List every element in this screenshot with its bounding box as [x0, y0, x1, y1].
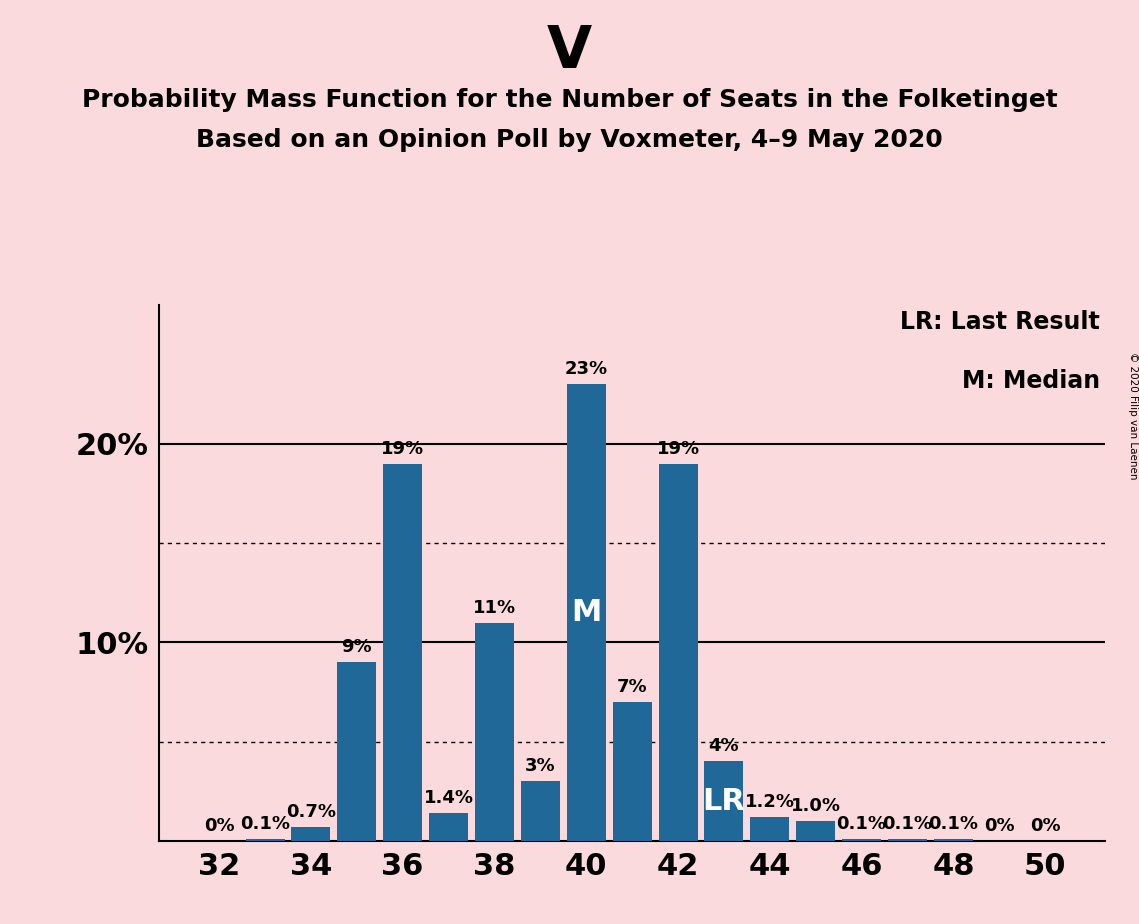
Text: 0%: 0% [984, 817, 1015, 835]
Text: M: Median: M: Median [962, 370, 1100, 394]
Text: 1.2%: 1.2% [745, 793, 795, 811]
Bar [246, 839, 285, 841]
Bar [292, 827, 330, 841]
Text: 23%: 23% [565, 360, 608, 378]
Text: Probability Mass Function for the Number of Seats in the Folketinget: Probability Mass Function for the Number… [82, 88, 1057, 112]
Text: V: V [547, 23, 592, 80]
Bar [567, 384, 606, 841]
Text: 19%: 19% [656, 440, 699, 457]
Text: 0.1%: 0.1% [240, 815, 290, 833]
Text: M: M [571, 598, 601, 627]
Bar [337, 663, 376, 841]
Bar [658, 464, 697, 841]
Text: 9%: 9% [342, 638, 372, 656]
Text: 0.1%: 0.1% [928, 815, 978, 833]
Text: © 2020 Filip van Laenen: © 2020 Filip van Laenen [1129, 352, 1138, 480]
Bar [842, 839, 882, 841]
Text: 11%: 11% [473, 599, 516, 616]
Bar [704, 761, 744, 841]
Text: Based on an Opinion Poll by Voxmeter, 4–9 May 2020: Based on an Opinion Poll by Voxmeter, 4–… [196, 128, 943, 152]
Text: 0.1%: 0.1% [883, 815, 933, 833]
Text: 0.7%: 0.7% [286, 803, 336, 821]
Text: 19%: 19% [382, 440, 424, 457]
Text: 3%: 3% [525, 758, 556, 775]
Text: 7%: 7% [617, 678, 647, 696]
Text: 0%: 0% [204, 817, 235, 835]
Text: 4%: 4% [708, 737, 739, 756]
Text: 1.0%: 1.0% [790, 797, 841, 815]
Text: LR: Last Result: LR: Last Result [900, 310, 1100, 334]
Text: 0.1%: 0.1% [837, 815, 886, 833]
Bar [429, 813, 468, 841]
Bar [613, 702, 652, 841]
Bar [521, 782, 560, 841]
Text: 1.4%: 1.4% [424, 789, 474, 807]
Bar [934, 839, 973, 841]
Bar [796, 821, 835, 841]
Bar [475, 623, 514, 841]
Bar [888, 839, 927, 841]
Bar [383, 464, 423, 841]
Text: 0%: 0% [1030, 817, 1060, 835]
Text: LR: LR [703, 786, 745, 816]
Bar [751, 817, 789, 841]
